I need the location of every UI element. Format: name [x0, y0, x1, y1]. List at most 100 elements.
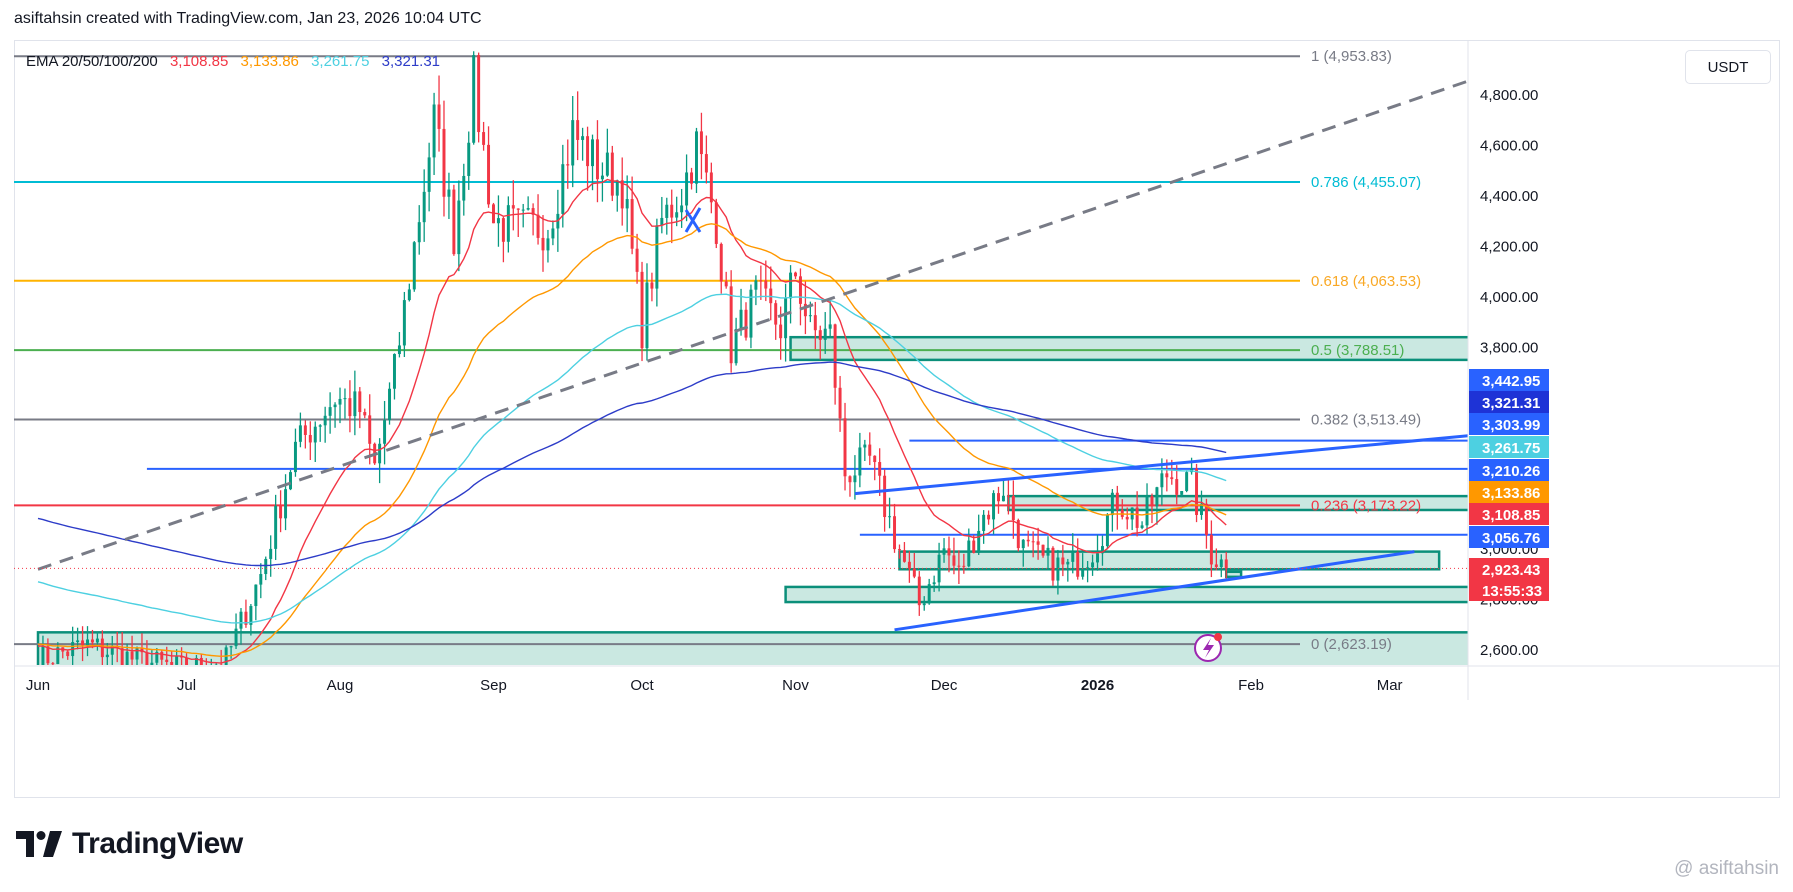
candle[interactable]	[605, 128, 609, 177]
candle[interactable]	[1006, 479, 1010, 515]
candle[interactable]	[210, 658, 213, 689]
tradingview-logo[interactable]: TradingView	[16, 827, 243, 861]
candle[interactable]	[1071, 533, 1075, 574]
candle[interactable]	[680, 188, 684, 228]
candle[interactable]	[1219, 554, 1223, 578]
candle[interactable]	[1160, 458, 1164, 506]
candle[interactable]	[229, 645, 233, 659]
candle[interactable]	[1224, 551, 1228, 580]
candle[interactable]	[155, 648, 159, 676]
candle[interactable]	[610, 145, 614, 202]
candle[interactable]	[511, 180, 515, 231]
candle[interactable]	[298, 412, 302, 448]
candle[interactable]	[66, 650, 70, 660]
candle[interactable]	[224, 645, 228, 673]
candle[interactable]	[343, 388, 347, 419]
candle[interactable]	[1150, 493, 1154, 524]
candle[interactable]	[1140, 521, 1144, 530]
candle[interactable]	[744, 302, 748, 341]
candle[interactable]	[699, 112, 703, 180]
candle[interactable]	[749, 284, 753, 349]
candle[interactable]	[759, 265, 763, 300]
candle[interactable]	[199, 654, 203, 685]
candle[interactable]	[388, 382, 392, 425]
candle[interactable]	[789, 265, 793, 324]
candle[interactable]	[843, 402, 847, 491]
candle[interactable]	[1021, 539, 1025, 567]
candle[interactable]	[526, 196, 530, 211]
candle[interactable]	[1204, 498, 1208, 549]
candle[interactable]	[303, 420, 307, 449]
candle[interactable]	[541, 215, 545, 272]
support-zone[interactable]	[898, 550, 1441, 571]
candle[interactable]	[1051, 546, 1055, 586]
candle[interactable]	[576, 91, 580, 161]
candle[interactable]	[170, 650, 174, 674]
candle[interactable]	[571, 96, 575, 188]
candle[interactable]	[769, 266, 773, 321]
candle[interactable]	[566, 139, 570, 189]
candle[interactable]	[942, 538, 946, 563]
candle[interactable]	[51, 662, 55, 671]
candle[interactable]	[536, 194, 540, 245]
candle[interactable]	[1046, 536, 1050, 570]
candle[interactable]	[452, 184, 456, 256]
candle[interactable]	[467, 131, 471, 190]
candle[interactable]	[625, 175, 629, 233]
candle[interactable]	[323, 406, 327, 443]
candle[interactable]	[392, 353, 396, 400]
candle[interactable]	[962, 553, 966, 574]
candle[interactable]	[704, 135, 708, 184]
candle[interactable]	[665, 197, 669, 235]
candle[interactable]	[858, 432, 862, 488]
candle[interactable]	[407, 283, 411, 302]
candle[interactable]	[561, 144, 565, 228]
candle[interactable]	[284, 474, 288, 531]
candle[interactable]	[1001, 480, 1005, 502]
candle[interactable]	[1076, 538, 1080, 580]
candle[interactable]	[333, 402, 337, 428]
candle[interactable]	[897, 544, 901, 559]
candle[interactable]	[902, 542, 906, 563]
candle[interactable]	[1125, 507, 1129, 530]
candle[interactable]	[1091, 554, 1095, 576]
candle[interactable]	[1031, 531, 1035, 558]
candle[interactable]	[1110, 488, 1114, 532]
price-badge[interactable]: 3,108.85	[1469, 503, 1549, 525]
candle[interactable]	[754, 275, 758, 306]
candle[interactable]	[838, 375, 842, 432]
candle[interactable]	[348, 380, 352, 433]
candle[interactable]	[1130, 507, 1134, 531]
candle[interactable]	[259, 563, 263, 599]
candle[interactable]	[269, 535, 273, 577]
candle[interactable]	[650, 272, 654, 302]
dashed-trend-line[interactable]	[37, 62, 1523, 571]
candle[interactable]	[378, 438, 382, 484]
trend-line[interactable]	[894, 550, 1415, 632]
candle[interactable]	[1100, 535, 1104, 566]
candle[interactable]	[878, 448, 882, 496]
candle[interactable]	[110, 635, 114, 667]
candle[interactable]	[422, 169, 426, 242]
candle[interactable]	[992, 490, 996, 535]
candle[interactable]	[41, 635, 45, 684]
candle[interactable]	[214, 662, 218, 675]
price-badge[interactable]: 3,303.99	[1469, 413, 1549, 435]
candle[interactable]	[487, 126, 491, 208]
candle[interactable]	[521, 203, 525, 228]
candle[interactable]	[893, 503, 897, 553]
candle[interactable]	[1155, 486, 1159, 525]
candle[interactable]	[506, 196, 510, 253]
candle[interactable]	[907, 551, 911, 583]
candle[interactable]	[937, 542, 941, 592]
candle[interactable]	[1115, 485, 1119, 530]
candle[interactable]	[1086, 560, 1090, 583]
candle[interactable]	[883, 469, 887, 532]
candle[interactable]	[714, 198, 718, 249]
candle[interactable]	[457, 180, 461, 272]
candle[interactable]	[462, 163, 466, 216]
candle[interactable]	[818, 325, 822, 360]
price-badge[interactable]: 3,210.26	[1469, 459, 1549, 481]
candle[interactable]	[591, 134, 594, 191]
candle[interactable]	[620, 157, 624, 226]
